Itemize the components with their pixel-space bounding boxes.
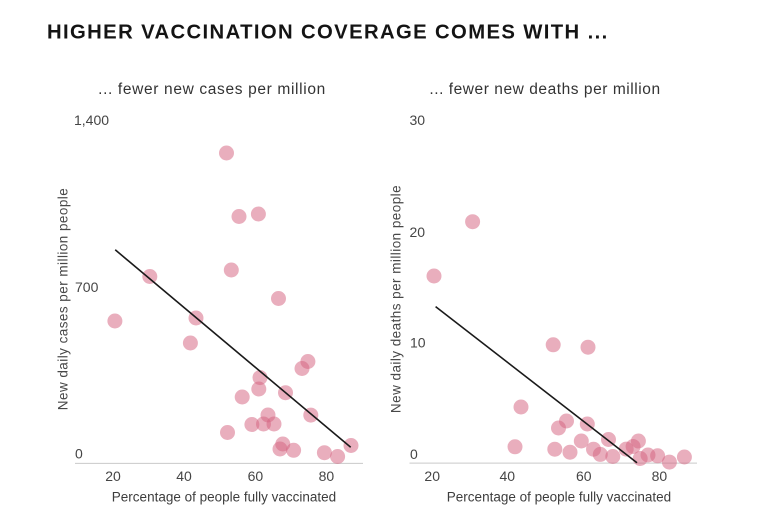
svg-text:0: 0 xyxy=(75,446,83,462)
svg-text:20: 20 xyxy=(410,224,426,240)
svg-text:20: 20 xyxy=(105,468,121,484)
svg-text:1,400: 1,400 xyxy=(74,112,109,128)
svg-text:60: 60 xyxy=(576,468,592,484)
svg-text:Percentage of people fully vac: Percentage of people fully vaccinated xyxy=(112,490,336,505)
svg-text:New daily cases per million pe: New daily cases per million people xyxy=(56,188,71,410)
svg-text:10: 10 xyxy=(410,335,426,351)
svg-text:20: 20 xyxy=(424,468,440,484)
svg-text:60: 60 xyxy=(248,468,264,484)
svg-text:40: 40 xyxy=(500,468,516,484)
svg-text:0: 0 xyxy=(410,446,418,462)
svg-text:... fewer new deaths per milli: ... fewer new deaths per million xyxy=(429,81,660,98)
svg-text:80: 80 xyxy=(319,468,335,484)
svg-text:... fewer new cases per millio: ... fewer new cases per million xyxy=(98,81,326,98)
svg-text:New daily deaths per million p: New daily deaths per million people xyxy=(389,185,404,413)
svg-text:40: 40 xyxy=(176,468,192,484)
svg-text:HIGHER VACCINATION COVERAGE CO: HIGHER VACCINATION COVERAGE COMES WITH .… xyxy=(47,22,609,44)
svg-text:80: 80 xyxy=(652,468,668,484)
svg-text:Percentage of people fully vac: Percentage of people fully vaccinated xyxy=(447,490,671,505)
svg-text:700: 700 xyxy=(75,279,99,295)
svg-text:30: 30 xyxy=(410,112,426,128)
